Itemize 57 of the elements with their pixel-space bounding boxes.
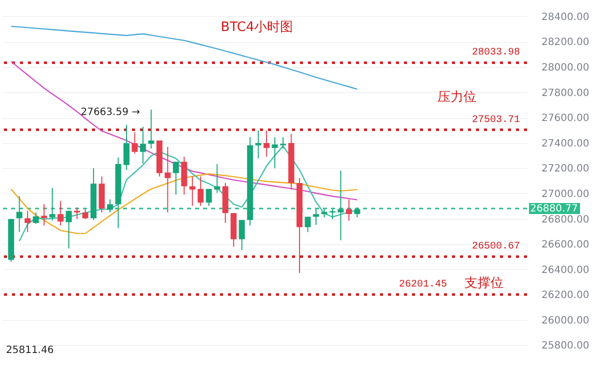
y-tick-label: 26200.00 [542, 290, 590, 302]
candlestick [198, 176, 204, 206]
ref-line-label: 27503.71 [472, 114, 520, 126]
candlestick [255, 130, 262, 159]
y-tick-label: 27200.00 [542, 164, 590, 175]
candlestick [264, 130, 270, 158]
annotation: 27663.59 → [80, 107, 140, 118]
candlestick [66, 210, 72, 249]
y-tick-label: 26400.00 [542, 264, 590, 276]
candlestick [74, 207, 80, 220]
candlestick [272, 136, 278, 169]
candlestick [16, 196, 22, 233]
y-tick-label: 27000.00 [542, 188, 590, 200]
y-tick-label: 27400.00 [542, 138, 590, 150]
candlestick [123, 124, 130, 170]
ref-line-label: 26880.77 [530, 204, 578, 215]
candlestick [329, 208, 336, 220]
y-tick-label: 28200.00 [542, 37, 590, 48]
candlestick [24, 210, 31, 233]
candlestick [346, 198, 352, 222]
ref-line-label: 26500.67 [472, 242, 520, 253]
candlestick [313, 208, 319, 226]
text: 压力位 [438, 90, 476, 105]
candlestick [189, 176, 196, 206]
candlestick [238, 220, 245, 251]
y-tick-label: 27600.00 [542, 113, 590, 124]
y-tick-label: 28400.00 [542, 12, 590, 23]
candlestick [49, 187, 56, 222]
candlestick [132, 132, 138, 154]
ref-line-label: 26201.45 [398, 279, 447, 290]
candlestick [338, 170, 344, 241]
y-tick-label: 27800.00 [542, 88, 590, 99]
candlestick [354, 207, 360, 218]
text: BTC4小时图 [220, 20, 294, 35]
candlestick [280, 136, 286, 150]
y-tick-label: 25800.00 [542, 340, 590, 352]
candlestick [82, 208, 88, 220]
text: 支撑位 [464, 276, 504, 291]
line-series [10, 60, 358, 200]
annotation: 25811.46 [6, 345, 54, 356]
candlestick [58, 200, 64, 226]
candlestick [107, 198, 113, 213]
line-series [10, 173, 358, 234]
candlestick [214, 164, 220, 194]
y-tick-label: 26800.00 [542, 214, 590, 226]
y-tick-label: 26600.00 [542, 240, 590, 251]
y-tick-label: 26000.00 [542, 315, 590, 326]
candlestick [140, 126, 146, 164]
candlestick [41, 204, 48, 226]
candlestick [172, 161, 179, 195]
candlestick [304, 216, 311, 233]
candlestick [164, 146, 171, 213]
ref-line-label: 28033.98 [472, 48, 520, 59]
candlestick [32, 212, 39, 224]
candlestick [206, 188, 212, 206]
candlestick [148, 109, 154, 150]
y-tick-label: 28000.00 [542, 62, 590, 74]
